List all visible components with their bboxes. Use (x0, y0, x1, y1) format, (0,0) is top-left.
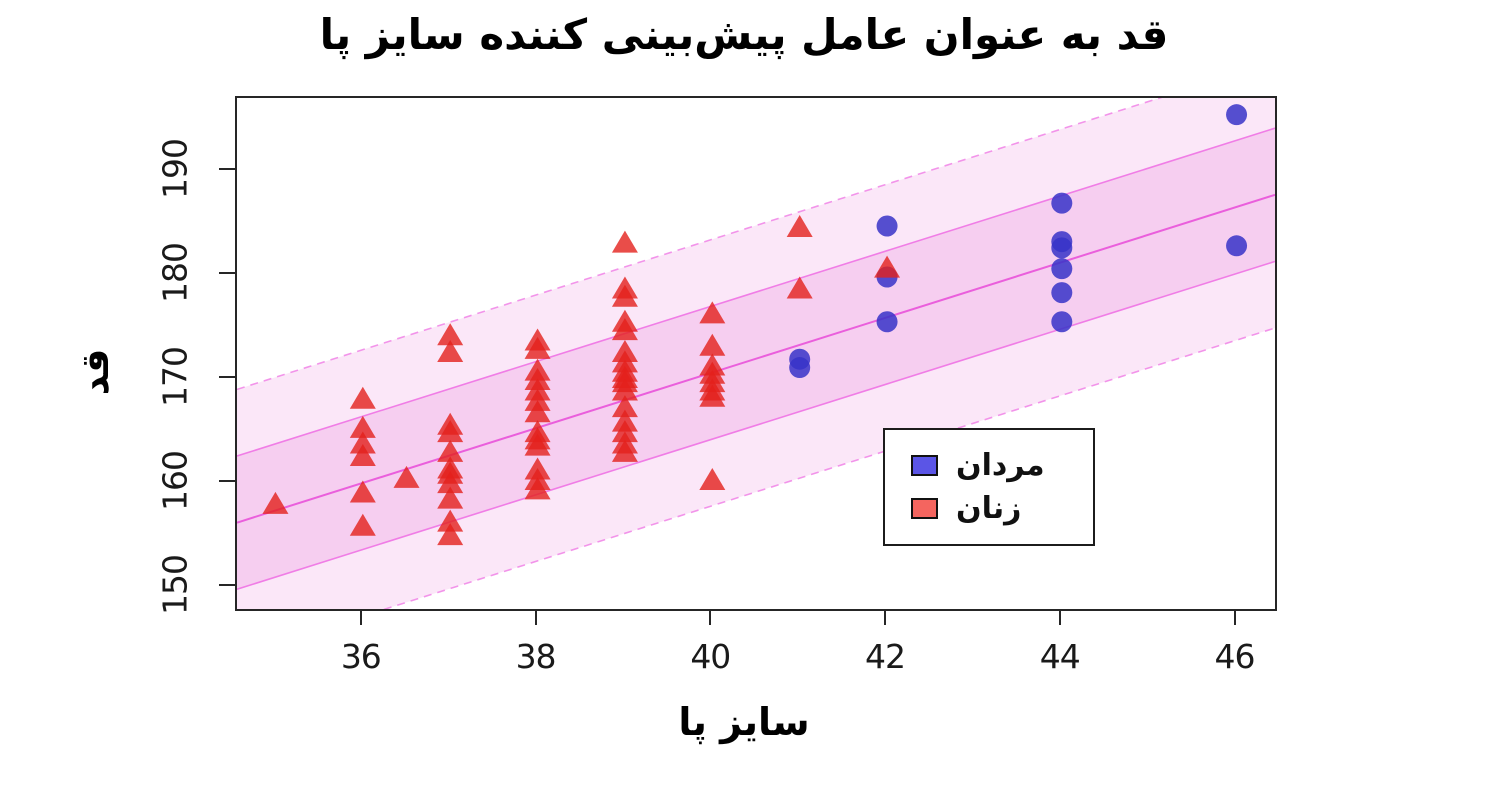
data-point-women (349, 415, 376, 438)
data-point-women (699, 301, 726, 324)
y-axis-tick (219, 375, 235, 378)
data-point-women (524, 388, 551, 411)
data-point-women (611, 420, 638, 443)
y-axis-tick-label: 190 (155, 138, 195, 199)
inner-band-upper-edge (237, 127, 1275, 457)
data-point-men (1051, 311, 1073, 333)
data-point-women (611, 284, 638, 307)
x-axis-tick (884, 609, 887, 625)
data-point-women (611, 439, 638, 462)
y-axis-tick (219, 480, 235, 483)
chart-title: قد به عنوان عامل پیش‌بینی کننده سایز پا (319, 10, 1169, 59)
x-axis-tick-label: 36 (340, 637, 382, 676)
x-axis-tick-label: 42 (865, 637, 906, 676)
x-axis-tick-label: 38 (515, 637, 557, 676)
x-axis-tick (709, 609, 712, 625)
x-axis-tick (534, 609, 537, 625)
x-axis-tick-label: 40 (690, 637, 731, 676)
data-point-women (437, 486, 464, 509)
data-point-women (699, 333, 726, 356)
data-point-women (611, 318, 638, 341)
data-point-women (437, 339, 464, 362)
data-point-men (876, 311, 898, 333)
data-point-women (393, 465, 420, 488)
x-axis-tick-label: 46 (1214, 637, 1256, 676)
legend-label-men: مردان (956, 448, 1045, 483)
x-axis-tick (1058, 609, 1061, 625)
y-axis-label: قد (73, 348, 117, 396)
data-point-men (1051, 282, 1073, 304)
regression-line (237, 193, 1275, 524)
x-axis-tick-label: 44 (1039, 637, 1081, 676)
y-axis-tick (219, 167, 235, 170)
y-axis-tick-label: 160 (155, 451, 195, 512)
data-point-women (611, 395, 638, 418)
data-point-women (262, 491, 289, 514)
legend-item-women: زنان (911, 491, 1093, 526)
data-point-women (349, 480, 376, 503)
x-axis-tick (359, 609, 362, 625)
legend-item-men: مردان (911, 448, 1093, 483)
men-color-swatch (911, 455, 938, 476)
scatter-plot-svg (237, 98, 1275, 609)
legend-label-women: زنان (956, 491, 1022, 526)
y-axis-tick-label: 170 (155, 346, 195, 407)
plot-area (235, 96, 1277, 611)
data-point-women (786, 276, 813, 299)
y-axis-tick (219, 584, 235, 587)
data-point-women (524, 477, 551, 500)
data-point-women (349, 431, 376, 454)
data-point-women (524, 336, 551, 359)
data-point-men (1051, 192, 1073, 214)
data-point-men (876, 215, 898, 237)
inner-band-lower-edge (237, 260, 1275, 590)
data-point-women (786, 215, 813, 238)
data-point-women (437, 509, 464, 532)
legend-box: مردان زنان (883, 428, 1095, 546)
data-point-women (611, 378, 638, 401)
y-axis-tick-label: 180 (155, 242, 195, 303)
data-point-women (349, 513, 376, 536)
data-point-women (437, 523, 464, 546)
data-point-women (437, 420, 464, 443)
data-point-women (349, 386, 376, 409)
data-point-men (1226, 104, 1248, 126)
data-point-women (699, 384, 726, 407)
data-point-women (611, 230, 638, 253)
y-axis-tick-label: 150 (155, 555, 195, 616)
data-point-men (1051, 258, 1073, 280)
data-point-women (874, 255, 901, 278)
data-point-women (524, 400, 551, 423)
data-point-men (1051, 237, 1073, 259)
women-color-swatch (911, 498, 938, 519)
data-point-men (789, 357, 811, 379)
data-point-women (437, 471, 464, 494)
data-point-women (524, 433, 551, 456)
x-axis-tick (1233, 609, 1236, 625)
data-point-women (437, 439, 464, 462)
data-point-men (1226, 235, 1248, 257)
data-point-women (699, 467, 726, 490)
y-axis-tick (219, 271, 235, 274)
data-point-women (437, 323, 464, 346)
x-axis-label: سایز پا (678, 700, 810, 744)
data-point-women (349, 444, 376, 467)
